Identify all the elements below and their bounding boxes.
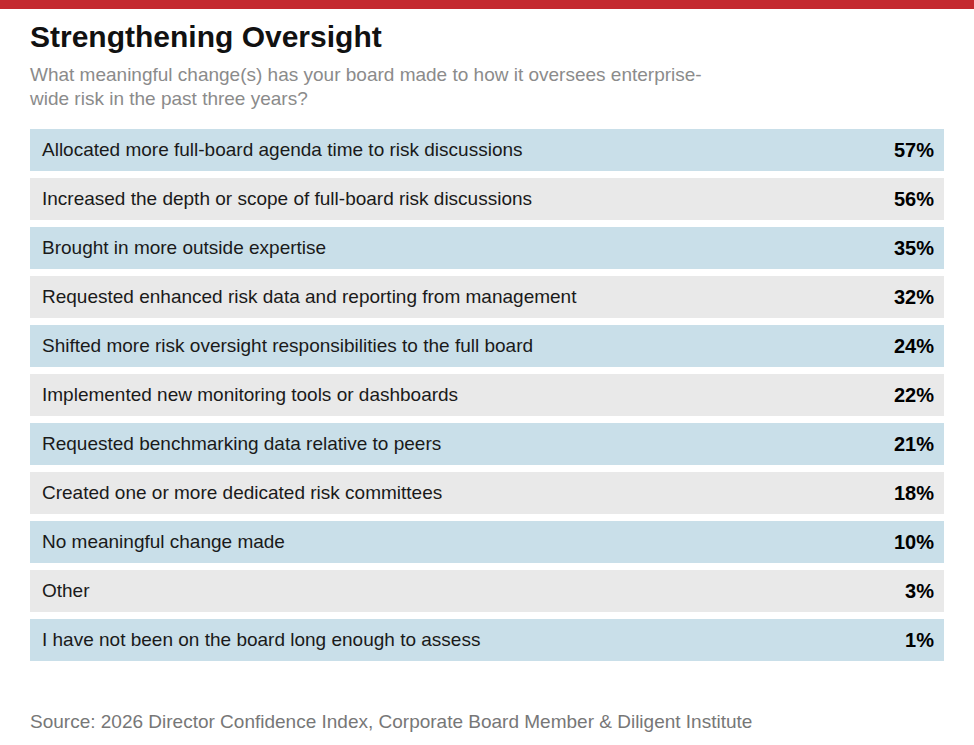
row-label: Requested enhanced risk data and reporti… [42,286,576,308]
chart-container: Strengthening Oversight What meaningful … [0,19,974,733]
table-row: Requested enhanced risk data and reporti… [30,276,944,318]
row-value: 35% [894,237,934,260]
table-row: I have not been on the board long enough… [30,619,944,661]
survey-row-list: Allocated more full-board agenda time to… [30,129,944,661]
source-attribution: Source: 2026 Director Confidence Index, … [30,711,944,733]
row-value: 56% [894,188,934,211]
table-row: Increased the depth or scope of full-boa… [30,178,944,220]
row-label: Shifted more risk oversight responsibili… [42,335,533,357]
table-row: Requested benchmarking data relative to … [30,423,944,465]
row-label: Allocated more full-board agenda time to… [42,139,523,161]
top-accent-bar [0,0,974,9]
row-value: 21% [894,433,934,456]
page-title: Strengthening Oversight [30,19,944,55]
row-label: Other [42,580,90,602]
chart-subtitle-question: What meaningful change(s) has your board… [30,63,710,111]
row-value: 18% [894,482,934,505]
row-value: 3% [905,580,934,603]
row-value: 10% [894,531,934,554]
row-label: Increased the depth or scope of full-boa… [42,188,532,210]
row-label: Requested benchmarking data relative to … [42,433,441,455]
table-row: Brought in more outside expertise 35% [30,227,944,269]
table-row: Shifted more risk oversight responsibili… [30,325,944,367]
row-label: No meaningful change made [42,531,285,553]
row-label: Brought in more outside expertise [42,237,326,259]
table-row: Allocated more full-board agenda time to… [30,129,944,171]
row-value: 24% [894,335,934,358]
row-label: I have not been on the board long enough… [42,629,480,651]
table-row: Implemented new monitoring tools or dash… [30,374,944,416]
row-label: Created one or more dedicated risk commi… [42,482,442,504]
table-row: Other 3% [30,570,944,612]
table-row: Created one or more dedicated risk commi… [30,472,944,514]
row-label: Implemented new monitoring tools or dash… [42,384,458,406]
table-row: No meaningful change made 10% [30,521,944,563]
row-value: 32% [894,286,934,309]
row-value: 57% [894,139,934,162]
row-value: 1% [905,629,934,652]
row-value: 22% [894,384,934,407]
